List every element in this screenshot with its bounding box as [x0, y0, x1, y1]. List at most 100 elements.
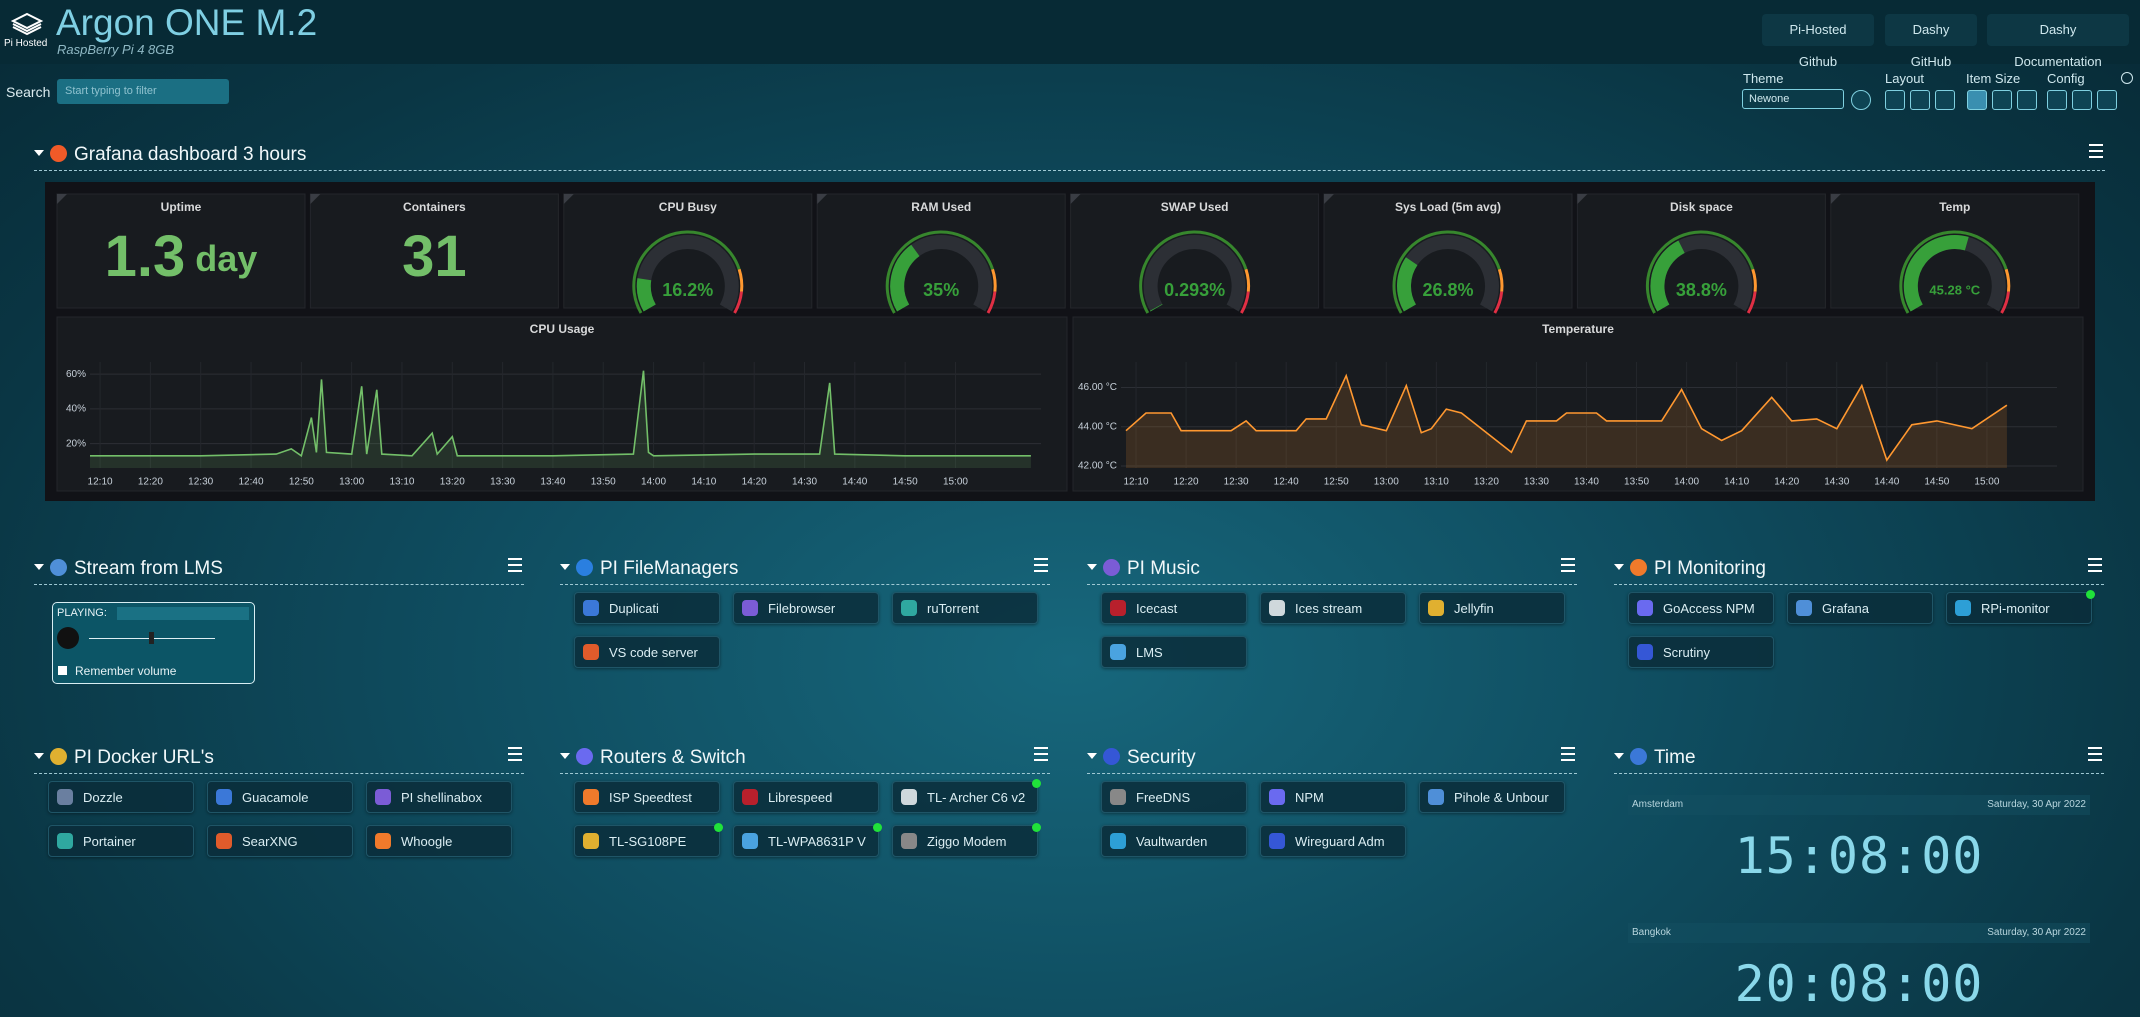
item-icon — [583, 644, 599, 660]
area — [1126, 375, 2007, 468]
item-name: NPM — [1295, 790, 1324, 805]
gauge-value — [890, 244, 920, 312]
gauge-threshold — [991, 268, 997, 292]
collapse-caret[interactable] — [1614, 564, 1624, 570]
collapse-caret[interactable] — [560, 753, 570, 759]
section-menu[interactable] — [1034, 747, 1048, 761]
collapse-caret[interactable] — [1614, 753, 1624, 759]
panel-card — [1070, 193, 1320, 309]
play-button[interactable] — [57, 627, 79, 649]
item[interactable]: Portainer — [48, 825, 194, 857]
item[interactable]: NPM — [1260, 781, 1406, 813]
item[interactable]: SearXNG — [207, 825, 353, 857]
chart-panel — [1072, 316, 2084, 492]
item[interactable]: TL- Archer C6 v2 — [892, 779, 1041, 813]
item-icon — [742, 789, 758, 805]
section-header: Stream from LMS — [34, 556, 524, 585]
section-menu[interactable] — [2089, 144, 2103, 158]
config-button[interactable] — [2072, 90, 2092, 110]
item[interactable]: RPi-monitor — [1946, 590, 2095, 624]
nav-link[interactable]: Pi-Hosted Github — [1762, 14, 1874, 69]
section-menu[interactable] — [508, 558, 522, 572]
collapse-caret[interactable] — [34, 564, 44, 570]
section-menu[interactable] — [2088, 558, 2102, 572]
item[interactable]: GoAccess NPM — [1628, 592, 1774, 624]
item[interactable]: Ices stream — [1260, 592, 1406, 624]
item[interactable]: Jellyfin — [1419, 592, 1565, 624]
gauge-threshold — [1392, 230, 1501, 314]
item[interactable]: Librespeed — [733, 781, 879, 813]
x-tick-label: 14:40 — [842, 477, 867, 488]
x-tick-label: 12:40 — [239, 477, 264, 488]
collapse-caret[interactable] — [1087, 564, 1097, 570]
item[interactable]: Filebrowser — [733, 592, 879, 624]
item-size-button[interactable] — [2017, 90, 2037, 110]
section-title: PI FileManagers — [600, 558, 739, 579]
item[interactable]: FreeDNS — [1101, 781, 1247, 813]
x-tick-label: 14:40 — [1874, 477, 1899, 488]
item[interactable]: PI shellinabox — [366, 781, 512, 813]
item[interactable]: Ziggo Modem — [892, 823, 1041, 857]
remember-checkbox[interactable] — [58, 666, 67, 675]
search-input[interactable]: Start typing to filter — [57, 79, 229, 104]
nav-link[interactable]: Dashy Documentation — [1987, 14, 2129, 69]
close-button[interactable] — [2121, 72, 2133, 84]
edit-icons — [2068, 778, 2106, 788]
section-menu[interactable] — [1561, 747, 1575, 761]
nav-link[interactable]: Dashy GitHub — [1885, 14, 1977, 69]
item-size-button[interactable] — [1992, 90, 2012, 110]
item[interactable]: Scrutiny — [1628, 636, 1774, 668]
collapse-caret[interactable] — [560, 564, 570, 570]
section-title: Time — [1654, 747, 1696, 768]
item-icon — [583, 789, 599, 805]
item[interactable]: TL-WPA8631P V — [733, 823, 882, 857]
panel-card — [1576, 193, 1826, 309]
section-menu[interactable] — [508, 747, 522, 761]
theme-config-button[interactable] — [1851, 90, 1871, 110]
gauge-threshold — [1244, 268, 1251, 292]
item[interactable]: VS code server — [574, 636, 720, 668]
item[interactable]: Wireguard Adm — [1260, 825, 1406, 857]
item[interactable]: LMS — [1101, 636, 1247, 668]
layout-button[interactable] — [1885, 90, 1905, 110]
item-name: Grafana — [1822, 601, 1869, 616]
collapse-caret[interactable] — [34, 150, 44, 156]
x-tick-label: 12:40 — [1274, 477, 1299, 488]
item-name: ISP Speedtest — [609, 790, 692, 805]
item[interactable]: Pihole & Unbour — [1419, 781, 1565, 813]
layout-button[interactable] — [1910, 90, 1930, 110]
config-button[interactable] — [2047, 90, 2067, 110]
clock-date: Saturday, 30 Apr 2022 — [1987, 799, 2086, 810]
layout-button[interactable] — [1935, 90, 1955, 110]
x-tick-label: 13:30 — [490, 477, 515, 488]
collapse-caret[interactable] — [34, 753, 44, 759]
collapse-caret[interactable] — [1087, 753, 1097, 759]
item[interactable]: TL-SG108PE — [574, 823, 723, 857]
clock-time: 20:08:00 — [1734, 955, 1984, 1013]
item[interactable]: Whoogle — [366, 825, 512, 857]
item-icon — [583, 833, 599, 849]
section-title: Routers & Switch — [600, 747, 746, 768]
item[interactable]: Vaultwarden — [1101, 825, 1247, 857]
item[interactable]: Dozzle — [48, 781, 194, 813]
item[interactable]: Guacamole — [207, 781, 353, 813]
item[interactable]: ISP Speedtest — [574, 781, 720, 813]
item[interactable]: ruTorrent — [892, 592, 1038, 624]
y-tick-label: 42.00 °C — [1078, 461, 1117, 472]
section-menu[interactable] — [1034, 558, 1048, 572]
item-size-button[interactable] — [1967, 90, 1987, 110]
item[interactable]: Grafana — [1787, 592, 1933, 624]
stat-title: Uptime — [161, 200, 202, 214]
chart-panel — [56, 316, 1068, 492]
item-name: PI shellinabox — [401, 790, 482, 805]
item[interactable]: Duplicati — [574, 592, 720, 624]
config-label: Config — [2047, 71, 2085, 86]
section-icon — [50, 145, 67, 162]
item[interactable]: Icecast — [1101, 592, 1247, 624]
section-menu[interactable] — [1561, 558, 1575, 572]
config-button[interactable] — [2097, 90, 2117, 110]
item-name: Filebrowser — [768, 601, 836, 616]
theme-select[interactable]: Newone — [1742, 89, 1844, 109]
section-menu[interactable] — [2088, 747, 2102, 761]
